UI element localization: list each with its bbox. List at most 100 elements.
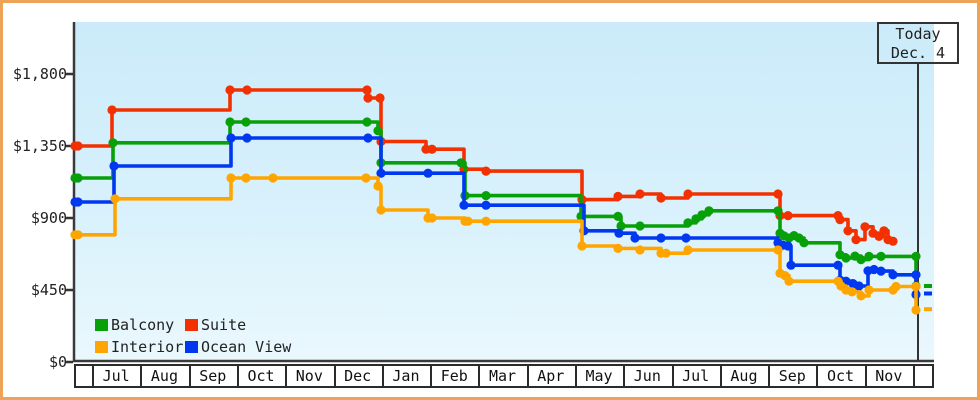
today-annotation: Today Dec. 4 bbox=[877, 22, 959, 64]
y-axis-label: $1,350 bbox=[12, 137, 67, 155]
price-point bbox=[683, 218, 693, 228]
y-axis-label: $450 bbox=[30, 281, 67, 299]
month-label-dec-5: Dec bbox=[344, 367, 372, 385]
price-point bbox=[110, 194, 120, 204]
price-point bbox=[911, 281, 921, 292]
month-divider bbox=[92, 366, 94, 386]
price-point bbox=[73, 141, 83, 151]
price-point bbox=[427, 144, 437, 154]
price-point bbox=[481, 200, 491, 210]
month-label-oct-3: Oct bbox=[247, 367, 275, 385]
price-point bbox=[833, 211, 843, 221]
price-point bbox=[864, 251, 874, 261]
month-divider bbox=[381, 366, 384, 386]
price-point bbox=[799, 238, 809, 248]
month-divider bbox=[768, 366, 771, 386]
month-label-feb-7: Feb bbox=[440, 367, 468, 385]
today-annotation-line1: Today bbox=[895, 25, 941, 43]
month-label-mar-8: Mar bbox=[488, 367, 517, 385]
month-label-oct-15: Oct bbox=[826, 367, 855, 385]
month-divider bbox=[285, 366, 288, 386]
price-point bbox=[456, 158, 466, 168]
price-point bbox=[363, 133, 373, 143]
price-point bbox=[635, 189, 645, 199]
price-point bbox=[683, 245, 693, 255]
price-point bbox=[656, 233, 666, 243]
y-axis-label: $0 bbox=[48, 353, 67, 371]
x-axis-month-row: Jul Aug Sep Oct Nov Dec Jan Feb Mar Apr May Jun Jul A… bbox=[74, 364, 934, 388]
month-divider bbox=[430, 366, 433, 386]
price-point bbox=[635, 245, 645, 255]
price-point bbox=[427, 213, 437, 223]
month-divider bbox=[236, 366, 239, 386]
price-point bbox=[459, 200, 469, 210]
price-point bbox=[864, 285, 874, 295]
legend-swatch bbox=[95, 341, 108, 353]
price-point bbox=[361, 173, 371, 183]
month-divider bbox=[623, 366, 626, 386]
price-point bbox=[73, 230, 83, 240]
price-point bbox=[613, 243, 623, 253]
price-point bbox=[242, 85, 252, 95]
price-point bbox=[376, 168, 386, 178]
price-point bbox=[860, 222, 870, 232]
price-point bbox=[616, 221, 626, 231]
price-point bbox=[481, 166, 491, 176]
price-point bbox=[876, 251, 886, 261]
month-label-apr-9: Apr bbox=[537, 367, 565, 385]
price-point bbox=[614, 228, 624, 238]
month-divider bbox=[719, 366, 722, 386]
month-label-jun-11: Jun bbox=[633, 367, 661, 385]
price-point bbox=[876, 266, 886, 276]
price-point bbox=[362, 85, 372, 95]
price-point bbox=[888, 236, 898, 246]
price-point bbox=[635, 221, 645, 231]
price-point bbox=[888, 270, 898, 280]
price-point bbox=[481, 216, 491, 226]
month-label-sep-14: Sep bbox=[778, 367, 806, 385]
price-point bbox=[869, 264, 879, 275]
price-point bbox=[225, 85, 235, 95]
price-point bbox=[362, 117, 372, 127]
price-point bbox=[856, 255, 866, 265]
price-point bbox=[704, 206, 714, 216]
month-divider bbox=[140, 366, 143, 386]
month-label-nov-4: Nov bbox=[295, 367, 323, 385]
month-label-jul-12: Jul bbox=[682, 367, 710, 385]
price-point bbox=[107, 105, 117, 115]
price-point bbox=[108, 138, 118, 148]
month-divider bbox=[478, 366, 481, 386]
price-point bbox=[856, 291, 866, 301]
legend-item-balcony: Balcony bbox=[95, 318, 174, 333]
price-point bbox=[773, 189, 783, 199]
price-point bbox=[226, 133, 236, 143]
price-point bbox=[843, 226, 853, 236]
month-label-sep-2: Sep bbox=[199, 367, 227, 385]
price-point bbox=[773, 245, 783, 255]
month-label-aug-1: Aug bbox=[150, 367, 178, 385]
month-label-jan-6: Jan bbox=[392, 367, 420, 385]
month-divider bbox=[864, 366, 867, 386]
price-point bbox=[879, 226, 889, 236]
price-point bbox=[854, 281, 864, 291]
month-divider bbox=[671, 366, 674, 386]
price-point bbox=[363, 93, 373, 103]
plot-area bbox=[74, 22, 934, 362]
price-point bbox=[847, 287, 857, 297]
price-point bbox=[656, 193, 666, 203]
price-point bbox=[241, 173, 251, 183]
legend-label: Ocean View bbox=[201, 338, 292, 356]
price-point bbox=[242, 133, 252, 143]
price-point bbox=[225, 117, 235, 127]
price-point bbox=[783, 241, 793, 251]
price-point bbox=[851, 235, 861, 245]
price-point bbox=[683, 189, 693, 199]
price-point bbox=[786, 260, 796, 270]
month-label-jul-0: Jul bbox=[102, 367, 130, 385]
price-point bbox=[226, 173, 236, 183]
price-point bbox=[375, 93, 385, 103]
price-point bbox=[783, 211, 793, 221]
today-annotation-line2: Dec. 4 bbox=[890, 44, 946, 62]
price-point bbox=[697, 210, 707, 220]
